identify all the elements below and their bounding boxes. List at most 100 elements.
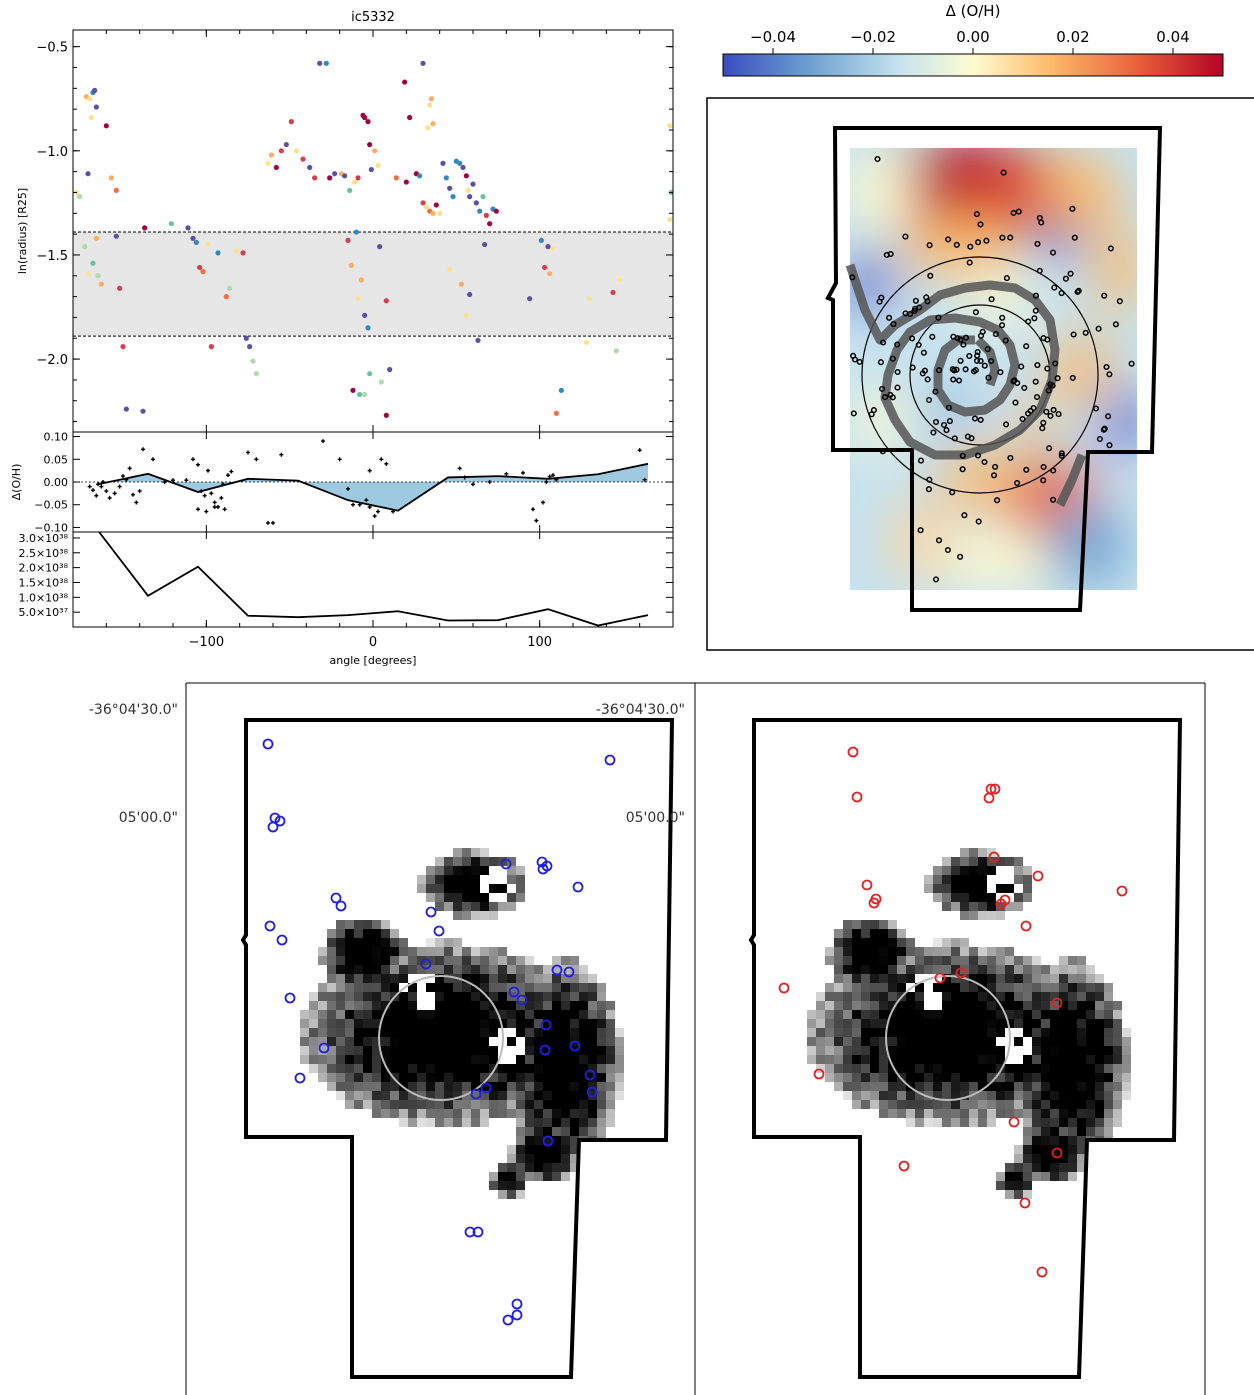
- scatter-point: [463, 173, 469, 179]
- image-pixel: [942, 965, 951, 974]
- image-pixel: [987, 1064, 996, 1073]
- image-pixel: [390, 1019, 399, 1028]
- map-marker: [932, 388, 939, 395]
- image-pixel: [1122, 1055, 1131, 1064]
- image-pixel: [516, 1001, 525, 1010]
- image-pixel: [498, 1100, 507, 1109]
- red-marker: [1020, 920, 1032, 932]
- image-pixel: [861, 956, 870, 965]
- scatter-point: [332, 171, 338, 177]
- image-pixel: [489, 884, 498, 893]
- image-pixel: [843, 1037, 852, 1046]
- image-pixel: [1122, 1082, 1131, 1091]
- image-pixel: [1014, 974, 1023, 983]
- image-pixel: [816, 1010, 825, 1019]
- image-pixel: [507, 902, 516, 911]
- image-pixel: [1032, 1109, 1041, 1118]
- image-pixel: [381, 1073, 390, 1082]
- image-pixel: [336, 938, 345, 947]
- delta-point: [266, 520, 270, 525]
- scatter-ylabel: ln(radius) [R25]: [16, 188, 29, 274]
- map-marker: [1010, 209, 1017, 216]
- image-pixel: [453, 1001, 462, 1010]
- image-pixel: [906, 1028, 915, 1037]
- image-pixel: [381, 1064, 390, 1073]
- image-pixel: [489, 1055, 498, 1064]
- image-pixel: [579, 1082, 588, 1091]
- image-pixel: [1032, 1064, 1041, 1073]
- image-pixel: [879, 983, 888, 992]
- image-pixel: [942, 1109, 951, 1118]
- image-pixel: [399, 1064, 408, 1073]
- map-marker: [879, 448, 886, 455]
- image-pixel: [1059, 992, 1068, 1001]
- image-pixel: [879, 1028, 888, 1037]
- image-pixel: [417, 1118, 426, 1127]
- image-pixel: [435, 1037, 444, 1046]
- image-pixel: [561, 1073, 570, 1082]
- scatter-point: [208, 344, 214, 350]
- image-pixel: [363, 992, 372, 1001]
- image-pixel: [969, 974, 978, 983]
- image-pixel: [942, 1091, 951, 1100]
- image-pixel: [426, 1037, 435, 1046]
- image-pixel: [1068, 956, 1077, 965]
- image-pixel: [525, 1028, 534, 1037]
- image-pixel: [444, 1073, 453, 1082]
- image-pixel: [1041, 1010, 1050, 1019]
- image-pixel: [852, 938, 861, 947]
- image-pixel: [381, 965, 390, 974]
- image-pixel: [498, 965, 507, 974]
- image-pixel: [480, 992, 489, 1001]
- image-pixel: [498, 1073, 507, 1082]
- image-pixel: [879, 920, 888, 929]
- image-pixel: [543, 983, 552, 992]
- image-pixel: [960, 983, 969, 992]
- image-pixel: [372, 965, 381, 974]
- image-pixel: [1059, 1136, 1068, 1145]
- map-marker: [935, 537, 943, 544]
- image-pixel: [897, 974, 906, 983]
- image-pixel: [354, 1028, 363, 1037]
- image-pixel: [534, 1154, 543, 1163]
- image-pixel: [960, 1001, 969, 1010]
- delta-point: [379, 457, 384, 462]
- image-pixel: [336, 983, 345, 992]
- image-pixel: [1050, 965, 1059, 974]
- image-pixel: [336, 1091, 345, 1100]
- scatter-points: [73, 60, 673, 418]
- image-pixel: [978, 1064, 987, 1073]
- image-pixel: [507, 1082, 516, 1091]
- image-pixel: [561, 1100, 570, 1109]
- map-marker: [927, 272, 934, 279]
- blue-marker: [330, 892, 342, 904]
- image-pixel: [897, 1046, 906, 1055]
- image-pixel: [327, 1010, 336, 1019]
- image-pixel: [843, 983, 852, 992]
- image-pixel: [1113, 1118, 1122, 1127]
- image-pixel: [381, 920, 390, 929]
- image-pixel: [960, 1100, 969, 1109]
- map-marker: [1024, 410, 1032, 417]
- blue-marker: [537, 863, 549, 875]
- image-pixel: [435, 1010, 444, 1019]
- image-pixel: [381, 1001, 390, 1010]
- map-marker: [917, 457, 925, 464]
- image-pixel: [570, 1055, 579, 1064]
- image-pixel: [471, 1091, 480, 1100]
- scatter-point: [95, 273, 101, 279]
- delta-point: [271, 520, 275, 525]
- image-pixel: [942, 875, 951, 884]
- image-pixel: [516, 1163, 525, 1172]
- image-pixel: [606, 1118, 615, 1127]
- image-pixel: [444, 983, 453, 992]
- image-pixel: [516, 1100, 525, 1109]
- scatter-point: [480, 194, 486, 200]
- image-pixel: [597, 1100, 606, 1109]
- image-pixel: [372, 1109, 381, 1118]
- image-pixel: [942, 1028, 951, 1037]
- map-marker: [926, 242, 933, 249]
- dec-label-left-1: -36°04'30.0": [89, 702, 178, 718]
- image-pixel: [435, 1091, 444, 1100]
- image-pixel: [570, 1154, 579, 1163]
